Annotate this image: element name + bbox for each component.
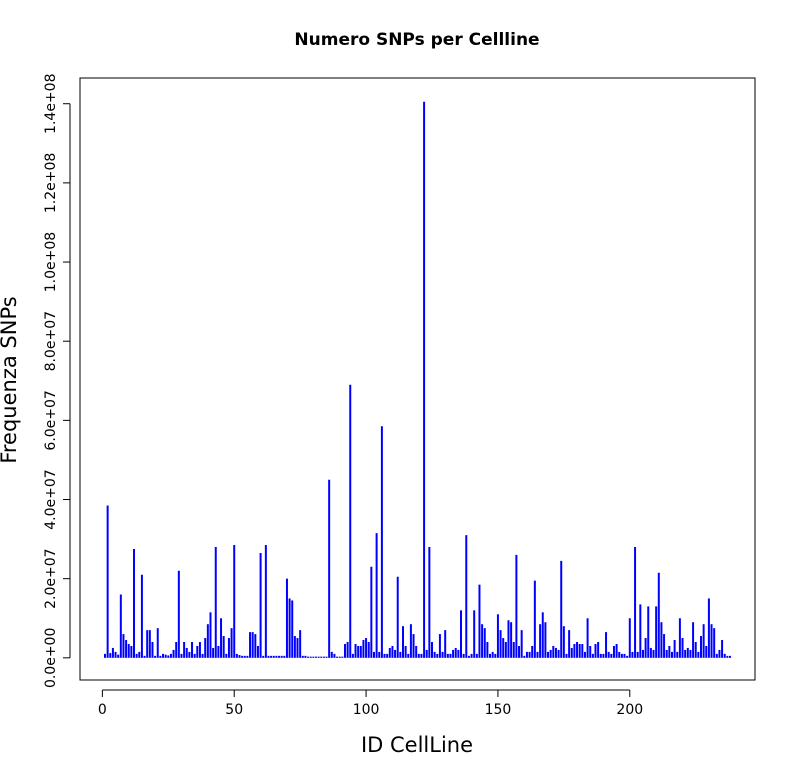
x-tick-label: 50 [225, 702, 243, 718]
y-axis-label: Frequenza SNPs [0, 296, 21, 463]
y-tick-label: 1.2e+08 [43, 153, 59, 213]
y-tick-label: 4.0e+07 [43, 469, 59, 529]
y-tick-label: 6.0e+07 [43, 390, 59, 450]
x-tick-label: 200 [616, 702, 643, 718]
y-tick-label: 0.0e+00 [43, 628, 59, 688]
y-tick-label: 2.0e+07 [43, 548, 59, 608]
chart-title: Numero SNPs per Cellline [294, 30, 539, 50]
plot-frame [79, 77, 756, 681]
x-tick-label: 150 [485, 702, 512, 718]
x-tick-label: 100 [353, 702, 380, 718]
x-tick-label: 0 [98, 702, 107, 718]
y-tick-label: 8.0e+07 [43, 311, 59, 371]
y-tick-label: 1.4e+08 [43, 74, 59, 134]
x-axis-label: ID CellLine [361, 733, 473, 757]
y-tick-label: 1.0e+08 [43, 232, 59, 292]
